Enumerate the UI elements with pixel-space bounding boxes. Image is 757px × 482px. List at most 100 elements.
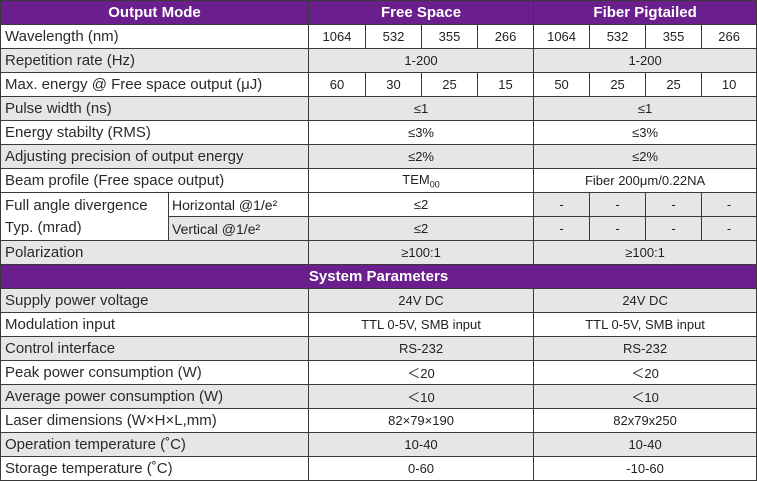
average-power-row: Average power consumption (W) ＜10 ＜10 bbox=[0, 384, 757, 409]
fp-horizontal-1064: - bbox=[533, 192, 591, 217]
beam-profile-row: Beam profile (Free space output) TEM00 F… bbox=[0, 168, 757, 193]
vertical-label: Vertical @1/e² bbox=[167, 216, 310, 241]
fp-repetition-rate: 1-200 bbox=[533, 48, 757, 73]
fs-energy-stability: ≤3% bbox=[308, 120, 535, 145]
supply-voltage-row: Supply power voltage 24V DC 24V DC bbox=[0, 288, 757, 313]
output-mode-header-row: Output Mode Free Space Fiber Pigtailed bbox=[0, 0, 757, 25]
fs-dimensions: 82×79×190 bbox=[308, 408, 535, 433]
fs-supply-voltage: 24V DC bbox=[308, 288, 535, 313]
divergence-group-label: Full angle divergence Typ. (mrad) bbox=[0, 192, 169, 241]
pulse-width-label: Pulse width (ns) bbox=[0, 96, 310, 121]
fiber-pigtailed-header: Fiber Pigtailed bbox=[533, 0, 757, 25]
max-energy-label: Max. energy @ Free space output (μJ) bbox=[0, 72, 310, 97]
fp-energy-1064: 50 bbox=[533, 72, 591, 97]
divergence-horizontal-row: Full angle divergence Typ. (mrad) Horizo… bbox=[0, 192, 757, 241]
free-space-header: Free Space bbox=[308, 0, 535, 25]
fp-wavelength-532: 532 bbox=[589, 24, 647, 49]
storage-temperature-label: Storage temperature (˚C) bbox=[0, 456, 310, 481]
pulse-width-row: Pulse width (ns) ≤1 ≤1 bbox=[0, 96, 757, 121]
fs-beam-profile-sub: 00 bbox=[429, 179, 440, 190]
fs-beam-profile-main: TEM bbox=[402, 171, 430, 187]
fp-vertical-1064: - bbox=[533, 216, 591, 241]
fs-adjusting-precision: ≤2% bbox=[308, 144, 535, 169]
system-parameters-header-row: System Parameters bbox=[0, 264, 757, 289]
fp-wavelength-1064: 1064 bbox=[533, 24, 591, 49]
dimensions-row: Laser dimensions (W×H×L,mm) 82×79×190 82… bbox=[0, 408, 757, 433]
polarization-label: Polarization bbox=[0, 240, 310, 265]
peak-power-label: Peak power consumption (W) bbox=[0, 360, 310, 385]
fp-vertical-266: - bbox=[701, 216, 757, 241]
fp-peak-power: ＜20 bbox=[533, 360, 757, 385]
modulation-label: Modulation input bbox=[0, 312, 310, 337]
dimensions-label: Laser dimensions (W×H×L,mm) bbox=[0, 408, 310, 433]
fs-peak-power: ＜20 bbox=[308, 360, 535, 385]
fs-modulation: TTL 0-5V, SMB input bbox=[308, 312, 535, 337]
fs-wavelength-355: 355 bbox=[421, 24, 479, 49]
fs-storage-temperature: 0-60 bbox=[308, 456, 535, 481]
energy-stability-row: Energy stabilty (RMS) ≤3% ≤3% bbox=[0, 120, 757, 145]
fs-operation-temperature: 10-40 bbox=[308, 432, 535, 457]
fp-vertical-532: - bbox=[589, 216, 647, 241]
fs-wavelength-1064: 1064 bbox=[308, 24, 367, 49]
system-parameters-header: System Parameters bbox=[0, 264, 757, 289]
polarization-row: Polarization ≥100:1 ≥100:1 bbox=[0, 240, 757, 265]
beam-profile-label: Beam profile (Free space output) bbox=[0, 168, 310, 193]
fp-vertical-355: - bbox=[645, 216, 703, 241]
fp-modulation: TTL 0-5V, SMB input bbox=[533, 312, 757, 337]
fp-average-power: ＜10 bbox=[533, 384, 757, 409]
fs-horizontal-divergence: ≤2 bbox=[308, 192, 535, 217]
operation-temperature-label: Operation temperature (˚C) bbox=[0, 432, 310, 457]
fp-pulse-width: ≤1 bbox=[533, 96, 757, 121]
fp-beam-profile: Fiber 200μm/0.22NA bbox=[533, 168, 757, 193]
fs-energy-532: 30 bbox=[365, 72, 423, 97]
fs-energy-355: 25 bbox=[421, 72, 479, 97]
output-mode-header: Output Mode bbox=[0, 0, 310, 25]
wavelength-row: Wavelength (nm) 1064 532 355 266 1064 53… bbox=[0, 24, 757, 49]
fp-horizontal-532: - bbox=[589, 192, 647, 217]
fs-polarization: ≥100:1 bbox=[308, 240, 535, 265]
fp-supply-voltage: 24V DC bbox=[533, 288, 757, 313]
fp-horizontal-355: - bbox=[645, 192, 703, 217]
control-interface-row: Control interface RS-232 RS-232 bbox=[0, 336, 757, 361]
fs-wavelength-266: 266 bbox=[477, 24, 535, 49]
repetition-rate-row: Repetition rate (Hz) 1-200 1-200 bbox=[0, 48, 757, 73]
divergence-vertical-row: Vertical @1/e² ≤2 - - - - bbox=[1, 216, 757, 241]
fp-control-interface: RS-232 bbox=[533, 336, 757, 361]
horizontal-label: Horizontal @1/e² bbox=[167, 192, 310, 217]
supply-voltage-label: Supply power voltage bbox=[0, 288, 310, 313]
fs-control-interface: RS-232 bbox=[308, 336, 535, 361]
fp-adjusting-precision: ≤2% bbox=[533, 144, 757, 169]
fs-pulse-width: ≤1 bbox=[308, 96, 535, 121]
fp-wavelength-266: 266 bbox=[701, 24, 757, 49]
fs-repetition-rate: 1-200 bbox=[308, 48, 535, 73]
adjusting-precision-row: Adjusting precision of output energy ≤2%… bbox=[0, 144, 757, 169]
storage-temperature-row: Storage temperature (˚C) 0-60 -10-60 bbox=[0, 456, 757, 481]
fp-energy-stability: ≤3% bbox=[533, 120, 757, 145]
fp-energy-266: 10 bbox=[701, 72, 757, 97]
average-power-label: Average power consumption (W) bbox=[0, 384, 310, 409]
fp-energy-532: 25 bbox=[589, 72, 647, 97]
fs-energy-266: 15 bbox=[477, 72, 535, 97]
adjusting-precision-label: Adjusting precision of output energy bbox=[0, 144, 310, 169]
modulation-row: Modulation input TTL 0-5V, SMB input TTL… bbox=[0, 312, 757, 337]
fs-vertical-divergence: ≤2 bbox=[308, 216, 535, 241]
fp-operation-temperature: 10-40 bbox=[533, 432, 757, 457]
fp-wavelength-355: 355 bbox=[645, 24, 703, 49]
divergence-label-line2: Typ. (mrad) bbox=[5, 218, 82, 236]
wavelength-label: Wavelength (nm) bbox=[0, 24, 310, 49]
operation-temperature-row: Operation temperature (˚C) 10-40 10-40 bbox=[0, 432, 757, 457]
fp-storage-temperature: -10-60 bbox=[533, 456, 757, 481]
fp-energy-355: 25 bbox=[645, 72, 703, 97]
energy-stability-label: Energy stabilty (RMS) bbox=[0, 120, 310, 145]
max-energy-row: Max. energy @ Free space output (μJ) 60 … bbox=[0, 72, 757, 97]
fp-dimensions: 82x79x250 bbox=[533, 408, 757, 433]
fp-polarization: ≥100:1 bbox=[533, 240, 757, 265]
fs-average-power: ＜10 bbox=[308, 384, 535, 409]
fs-energy-1064: 60 bbox=[308, 72, 367, 97]
divergence-label-line1: Full angle divergence bbox=[5, 196, 148, 214]
peak-power-row: Peak power consumption (W) ＜20 ＜20 bbox=[0, 360, 757, 385]
repetition-rate-label: Repetition rate (Hz) bbox=[0, 48, 310, 73]
fs-wavelength-532: 532 bbox=[365, 24, 423, 49]
control-interface-label: Control interface bbox=[0, 336, 310, 361]
